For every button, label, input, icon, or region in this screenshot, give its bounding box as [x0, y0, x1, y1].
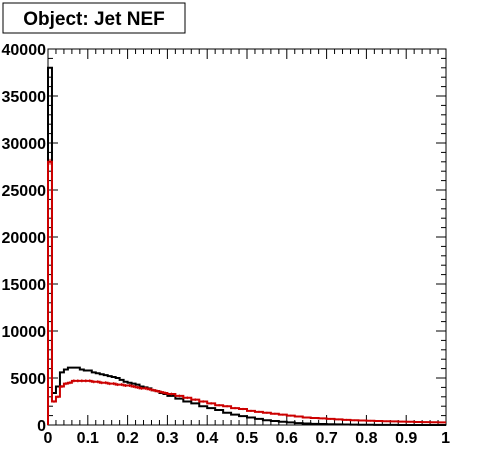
plot-frame [47, 48, 447, 426]
x-tick-label: 0.6 [276, 430, 298, 447]
x-tick-label: 0.4 [196, 430, 218, 447]
title-box [2, 2, 186, 34]
x-tick-label: 0.9 [395, 430, 417, 447]
series-line-1 [47, 160, 446, 425]
y-tick-label: 25000 [2, 183, 47, 200]
y-tick-label: 35000 [2, 89, 47, 106]
y-tick-label: 15000 [2, 277, 47, 294]
chart-title: Object: Jet NEF [23, 9, 164, 30]
x-tick-label: 0 [44, 430, 53, 447]
x-tick-label: 1 [441, 430, 450, 447]
y-tick-label: 5000 [10, 371, 46, 388]
y-tick-label: 0 [37, 418, 46, 435]
y-tick-label: 40000 [2, 42, 47, 59]
x-tick-label: 0.3 [156, 430, 178, 447]
y-tick-label: 20000 [2, 230, 47, 247]
series-layer [47, 66, 446, 426]
x-tick-label: 0.8 [355, 430, 377, 447]
x-tick-label: 0.5 [236, 430, 258, 447]
x-tick-label: 0.2 [116, 430, 138, 447]
x-tick-label: 0.1 [77, 430, 99, 447]
x-tick-label: 0.7 [315, 430, 337, 447]
y-axis: 0 5000 10000 15000 20000 25000 30000 35000 40000 [2, 42, 446, 435]
y-tick-label: 30000 [2, 136, 47, 153]
series-line-0 [47, 66, 446, 426]
x-axis: 0 0.1 0.2 0.3 0.4 0.5 0.6 0.7 0.8 0.9 1 [44, 49, 450, 447]
y-tick-label: 10000 [2, 324, 47, 341]
